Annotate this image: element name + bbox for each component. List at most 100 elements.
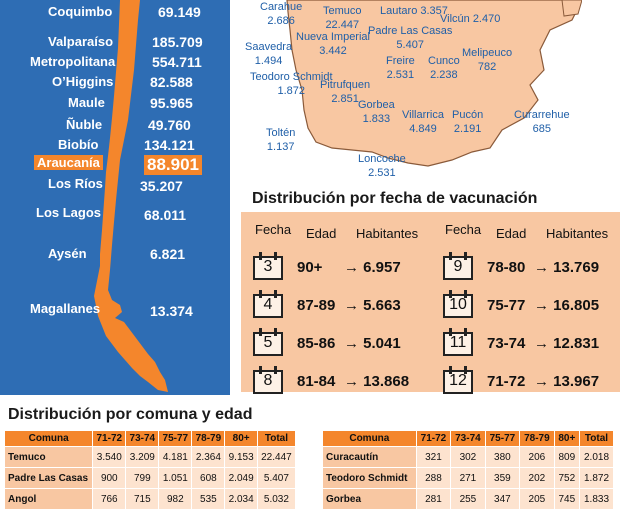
edad-header-left: Edad	[306, 226, 337, 241]
region-value: 68.011	[144, 207, 187, 223]
fecha-day: 3	[263, 258, 273, 275]
comuna-name: Teodoro Schmidt	[322, 467, 417, 489]
table-header: Comuna	[322, 430, 417, 447]
table-header: Comuna	[3, 430, 94, 447]
edad-value: 78-80	[487, 259, 526, 276]
region-value: 88.901	[144, 155, 202, 175]
fecha-panel	[241, 212, 620, 392]
fecha-day: 5	[263, 334, 273, 351]
region-name: Ñuble	[66, 117, 103, 132]
table-cell: 900	[92, 467, 127, 489]
commune-label: Carahue 2.686	[260, 1, 303, 27]
table-cell: 1.051	[158, 467, 193, 489]
commune-label: Villarrica 4.849	[402, 109, 444, 135]
table-cell: 205	[519, 488, 555, 510]
table-cell: 302	[450, 446, 486, 468]
table-cell: 2.364	[191, 446, 226, 468]
calendar-icon: 11	[443, 328, 473, 356]
habitantes-header-left: Habitantes	[356, 226, 419, 241]
table-cell: 4.181	[158, 446, 193, 468]
region-value: 185.709	[152, 34, 203, 50]
commune-label: Vilcún 2.470	[440, 13, 501, 25]
table-cell: 359	[484, 467, 521, 489]
comuna-table-right: Comuna 71-72 73-74 75-77 78-79 80+ Total Curac…	[322, 430, 614, 510]
table-cell: 22.447	[256, 446, 297, 468]
table-cell: 271	[450, 467, 486, 489]
table-cell: 752	[553, 467, 581, 489]
region-name: O’Higgins	[52, 74, 114, 89]
habitantes-value: → 12.831	[534, 335, 600, 352]
edad-value: 71-72	[487, 373, 526, 390]
comuna-name: Angol	[3, 488, 94, 510]
table-cell: 1.833	[579, 488, 614, 510]
commune-label: Pucón 2.191	[452, 109, 484, 135]
table-cell: 535	[191, 488, 226, 510]
edad-value: 73-74	[487, 335, 526, 352]
table-cell: 281	[415, 488, 452, 510]
calendar-icon: 5	[253, 328, 283, 356]
region-name: Los Ríos	[48, 176, 103, 191]
table-cell: 766	[92, 488, 127, 510]
table-cell: 799	[125, 467, 160, 489]
region-name: Valparaíso	[48, 34, 114, 49]
region-value: 554.711	[152, 54, 202, 70]
habitantes-value: → 6.957	[344, 259, 401, 276]
table-header: 78-79	[519, 430, 555, 447]
table-cell: 321	[415, 446, 452, 468]
table-cell: 3.209	[125, 446, 160, 468]
table-cell: 809	[553, 446, 581, 468]
table-header: 78-79	[191, 430, 226, 447]
table-row: Temuco 3.540 3.209 4.181 2.364 9.153 22.447	[3, 446, 297, 468]
regions-panel	[0, 0, 230, 395]
region-name: Metropolitana	[30, 54, 116, 69]
table-cell: 5.407	[256, 467, 297, 489]
calendar-icon: 8	[253, 366, 283, 394]
comuna-name: Temuco	[3, 446, 94, 468]
edad-value: 85-86	[297, 335, 336, 352]
table-header: 71-72	[92, 430, 127, 447]
araucania-map	[286, 0, 582, 167]
table-cell: 202	[519, 467, 555, 489]
table-header: 75-77	[484, 430, 521, 447]
table-cell: 255	[450, 488, 486, 510]
edad-header-right: Edad	[496, 226, 527, 241]
comuna-name: Gorbea	[322, 488, 417, 510]
commune-label: Melipeuco 782	[462, 47, 513, 73]
region-name: Coquimbo	[48, 4, 113, 19]
table-header: Total	[256, 430, 297, 447]
commune-label: Cunco 2.238	[428, 55, 460, 81]
habitantes-value: → 13.967	[534, 373, 600, 390]
fecha-day: 4	[263, 296, 273, 313]
table-cell: 5.032	[256, 488, 297, 510]
commune-label: Toltén 1.137	[266, 127, 296, 153]
fecha-day: 11	[449, 334, 467, 351]
table-header: Total	[579, 430, 614, 447]
region-value: 69.149	[158, 4, 201, 20]
fecha-header-left: Fecha	[255, 222, 292, 237]
table-cell: 380	[484, 446, 521, 468]
habitantes-value: → 16.805	[534, 297, 600, 314]
table-header: 75-77	[158, 430, 193, 447]
habitantes-value: → 13.769	[534, 259, 600, 276]
commune-label: Nueva Imperial 3.442	[296, 31, 370, 57]
habitantes-header-right: Habitantes	[546, 226, 609, 241]
region-value: 49.760	[148, 117, 191, 133]
table-row: Gorbea 281 255 347 205 745 1.833	[322, 488, 614, 510]
calendar-icon: 10	[443, 290, 473, 318]
calendar-icon: 9	[443, 252, 473, 280]
table-cell: 715	[125, 488, 160, 510]
region-value: 35.207	[140, 178, 183, 194]
habitantes-value: → 13.868	[344, 373, 410, 390]
edad-value: 87-89	[297, 297, 336, 314]
region-value: 95.965	[150, 95, 193, 111]
region-name: Magallanes	[30, 301, 101, 316]
commune-label: Curarrehue 685	[514, 109, 570, 135]
table-cell: 288	[415, 467, 452, 489]
chile-map	[94, 0, 168, 392]
calendar-icon: 4	[253, 290, 283, 318]
table-cell: 745	[553, 488, 581, 510]
region-name: Biobío	[58, 137, 99, 152]
table-cell: 206	[519, 446, 555, 468]
table-cell: 608	[191, 467, 226, 489]
fecha-header-right: Fecha	[445, 222, 482, 237]
